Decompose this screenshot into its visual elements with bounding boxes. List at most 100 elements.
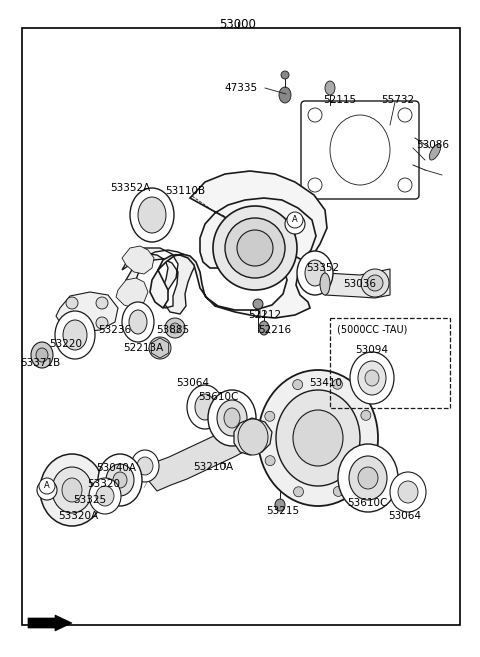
Ellipse shape — [39, 478, 55, 494]
Ellipse shape — [224, 408, 240, 428]
Ellipse shape — [429, 144, 441, 160]
Text: 53036: 53036 — [344, 279, 376, 289]
Ellipse shape — [297, 251, 333, 295]
Text: 52216: 52216 — [258, 325, 291, 335]
Ellipse shape — [238, 419, 268, 455]
Ellipse shape — [350, 352, 394, 404]
Ellipse shape — [62, 478, 82, 502]
Ellipse shape — [96, 317, 108, 329]
Text: 53885: 53885 — [156, 325, 190, 335]
Ellipse shape — [361, 411, 371, 420]
Text: 52115: 52115 — [324, 95, 357, 105]
Ellipse shape — [259, 321, 269, 335]
Ellipse shape — [294, 487, 303, 497]
Text: 53094: 53094 — [356, 345, 388, 355]
Text: 53000: 53000 — [219, 18, 256, 31]
Ellipse shape — [225, 218, 285, 278]
Ellipse shape — [165, 318, 185, 338]
Ellipse shape — [367, 275, 383, 291]
Ellipse shape — [149, 337, 171, 359]
Text: 53410: 53410 — [310, 378, 343, 388]
Ellipse shape — [253, 299, 263, 309]
Text: 53610C: 53610C — [198, 392, 238, 402]
Ellipse shape — [187, 385, 223, 429]
Ellipse shape — [138, 197, 166, 233]
Ellipse shape — [293, 380, 303, 390]
Ellipse shape — [137, 457, 153, 475]
Text: 53040A: 53040A — [96, 463, 136, 473]
Ellipse shape — [98, 454, 142, 506]
Polygon shape — [122, 246, 154, 274]
Ellipse shape — [122, 302, 154, 342]
Text: 53352A: 53352A — [110, 183, 150, 193]
Ellipse shape — [333, 486, 343, 497]
Ellipse shape — [398, 481, 418, 503]
Text: 53236: 53236 — [98, 325, 132, 335]
Text: 55732: 55732 — [382, 95, 415, 105]
Text: A: A — [44, 482, 50, 491]
Ellipse shape — [349, 456, 387, 500]
Polygon shape — [122, 248, 196, 314]
Ellipse shape — [265, 411, 275, 421]
Ellipse shape — [213, 206, 297, 290]
Ellipse shape — [281, 71, 289, 79]
Text: 53110B: 53110B — [165, 186, 205, 196]
Ellipse shape — [63, 320, 87, 350]
Ellipse shape — [275, 499, 285, 511]
Text: 52212: 52212 — [249, 310, 282, 320]
Ellipse shape — [285, 214, 305, 234]
Text: (5000CC -TAU): (5000CC -TAU) — [337, 325, 407, 335]
Text: 53320: 53320 — [87, 479, 120, 489]
Polygon shape — [28, 615, 72, 631]
Ellipse shape — [333, 379, 342, 389]
Ellipse shape — [195, 394, 215, 420]
Ellipse shape — [37, 480, 57, 500]
Text: 53215: 53215 — [266, 506, 300, 516]
Ellipse shape — [66, 317, 78, 329]
Ellipse shape — [89, 478, 121, 514]
Ellipse shape — [40, 454, 104, 526]
Ellipse shape — [358, 467, 378, 489]
Ellipse shape — [265, 456, 275, 466]
Bar — [330, 318, 450, 408]
Text: 53610C: 53610C — [347, 498, 387, 508]
Ellipse shape — [338, 444, 398, 512]
Ellipse shape — [320, 273, 330, 295]
Text: 53352: 53352 — [306, 263, 339, 273]
Ellipse shape — [96, 486, 114, 506]
Ellipse shape — [325, 81, 335, 95]
Ellipse shape — [293, 410, 343, 466]
Text: 53064: 53064 — [177, 378, 209, 388]
Polygon shape — [150, 171, 327, 318]
Ellipse shape — [361, 455, 371, 464]
Text: 53320A: 53320A — [58, 511, 98, 521]
Ellipse shape — [36, 348, 48, 362]
Polygon shape — [116, 278, 148, 308]
Ellipse shape — [287, 212, 303, 228]
Text: 53220: 53220 — [49, 339, 83, 349]
Text: 47335: 47335 — [225, 83, 258, 93]
Ellipse shape — [208, 390, 256, 446]
Ellipse shape — [279, 87, 291, 103]
Polygon shape — [234, 418, 272, 455]
FancyBboxPatch shape — [301, 101, 419, 199]
Ellipse shape — [276, 390, 360, 486]
Polygon shape — [325, 269, 390, 298]
Ellipse shape — [390, 472, 426, 512]
Ellipse shape — [305, 260, 325, 286]
Text: A: A — [292, 215, 298, 225]
Text: 53325: 53325 — [73, 495, 107, 505]
Ellipse shape — [66, 297, 78, 309]
Text: 53086: 53086 — [416, 140, 449, 150]
Ellipse shape — [31, 342, 53, 368]
Ellipse shape — [55, 311, 95, 359]
Ellipse shape — [170, 323, 180, 333]
Ellipse shape — [52, 467, 92, 513]
Ellipse shape — [361, 269, 389, 297]
Ellipse shape — [217, 400, 247, 436]
Ellipse shape — [106, 464, 134, 496]
Ellipse shape — [130, 188, 174, 242]
Text: 53371B: 53371B — [20, 358, 60, 368]
Ellipse shape — [131, 450, 159, 482]
Polygon shape — [151, 338, 168, 358]
